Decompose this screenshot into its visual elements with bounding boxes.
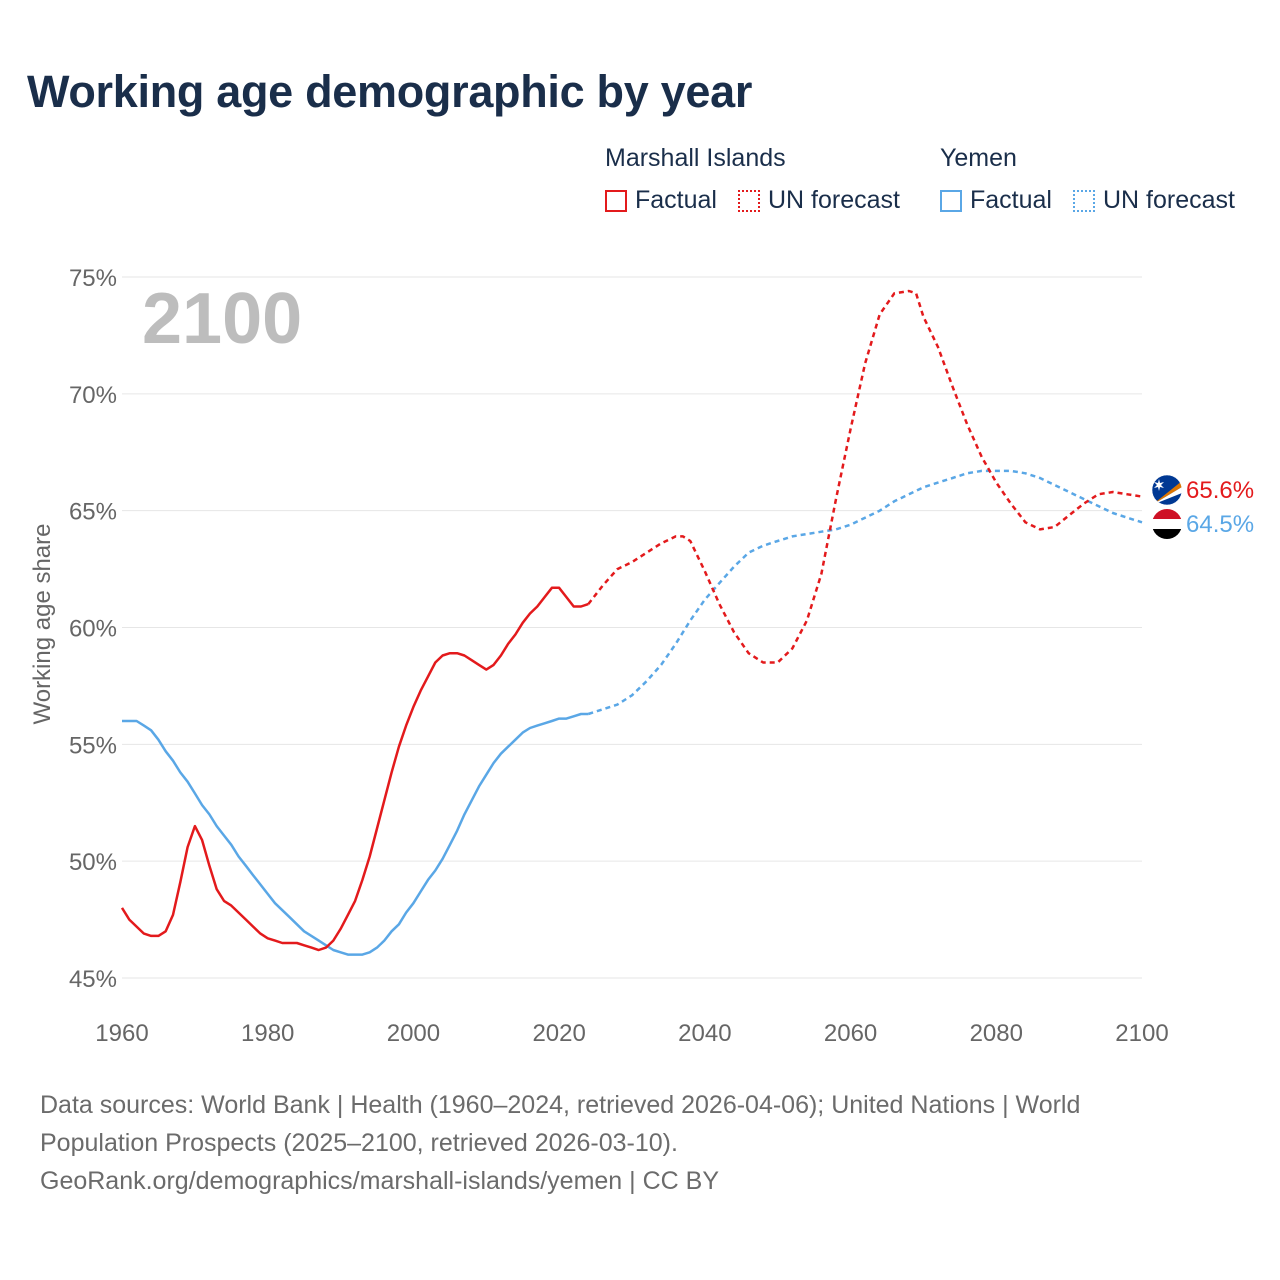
- legend-label-marshall-forecast: UN forecast: [768, 186, 900, 214]
- x-tick-label: 2020: [532, 1020, 585, 1047]
- y-axis-ticks: 45% 50% 55% 60% 65% 70% 75%: [69, 265, 117, 993]
- y-tick-label: 65%: [69, 499, 117, 526]
- x-tick-label: 2040: [678, 1020, 731, 1047]
- y-tick-label: 45%: [69, 966, 117, 993]
- legend-group-yemen: Yemen: [940, 144, 1017, 172]
- legend-label-yemen-forecast: UN forecast: [1103, 186, 1235, 214]
- legend-group-marshall-islands: Marshall Islands: [605, 144, 786, 172]
- x-axis-ticks: 1960 1980 2000 2020 2040 2060 2080 2100: [95, 1020, 1168, 1047]
- series-line-yemen-factual[interactable]: [122, 712, 589, 956]
- legend-item-marshall-forecast[interactable]: UN forecast: [738, 186, 900, 215]
- legend-label-yemen-factual: Factual: [970, 186, 1052, 214]
- legend-item-marshall-factual[interactable]: Factual: [605, 186, 717, 215]
- chart-title: Working age demographic by year: [27, 66, 753, 117]
- legend-swatch-yemen-forecast: [1073, 189, 1095, 212]
- y-tick-label: 55%: [69, 732, 117, 759]
- y-tick-label: 50%: [69, 849, 117, 876]
- legend-item-yemen-forecast[interactable]: UN forecast: [1073, 186, 1235, 215]
- y-tick-label: 75%: [69, 265, 117, 292]
- y-tick-label: 60%: [69, 616, 117, 643]
- grid-lines: [122, 276, 1142, 979]
- series-line-marshall-islands-factual[interactable]: [120, 586, 589, 952]
- marshall-islands-flag-icon: [1151, 474, 1183, 506]
- x-tick-label: 1980: [241, 1020, 294, 1047]
- legend-item-yemen-factual[interactable]: Factual: [940, 186, 1052, 215]
- series-lines: [120, 289, 1143, 956]
- line-chart: 45% 50% 55% 60% 65% 70% 75% 1960 1980 2000 2020 20…: [29, 265, 1254, 1047]
- x-tick-label: 2000: [387, 1020, 440, 1047]
- footer: Data sources: World Bank | Health (1960–…: [40, 1086, 1160, 1200]
- y-axis-label: Working age share: [29, 524, 56, 725]
- data-sources-note: Data sources: World Bank | Health (1960–…: [40, 1091, 1081, 1157]
- series-line-yemen-forecast[interactable]: [587, 469, 1143, 716]
- credit-link[interactable]: GeoRank.org/demographics/marshall-island…: [40, 1167, 720, 1195]
- legend-swatch-yemen-factual: [940, 189, 962, 212]
- legend-swatch-marshall-factual: [605, 189, 627, 212]
- yemen-flag-icon: [1152, 509, 1182, 539]
- x-tick-label: 1960: [95, 1020, 148, 1047]
- year-watermark: 2100: [142, 279, 302, 359]
- legend-label-marshall-factual: Factual: [635, 186, 717, 214]
- end-label-yemen: 64.5%: [1186, 511, 1254, 538]
- x-tick-label: 2060: [824, 1020, 877, 1047]
- x-tick-label: 2100: [1115, 1020, 1168, 1047]
- series-line-marshall-islands-forecast[interactable]: [587, 289, 1143, 664]
- x-tick-label: 2080: [970, 1020, 1023, 1047]
- legend-swatch-marshall-forecast: [738, 189, 760, 212]
- y-tick-label: 70%: [69, 382, 117, 409]
- end-label-marshall-islands: 65.6%: [1186, 477, 1254, 504]
